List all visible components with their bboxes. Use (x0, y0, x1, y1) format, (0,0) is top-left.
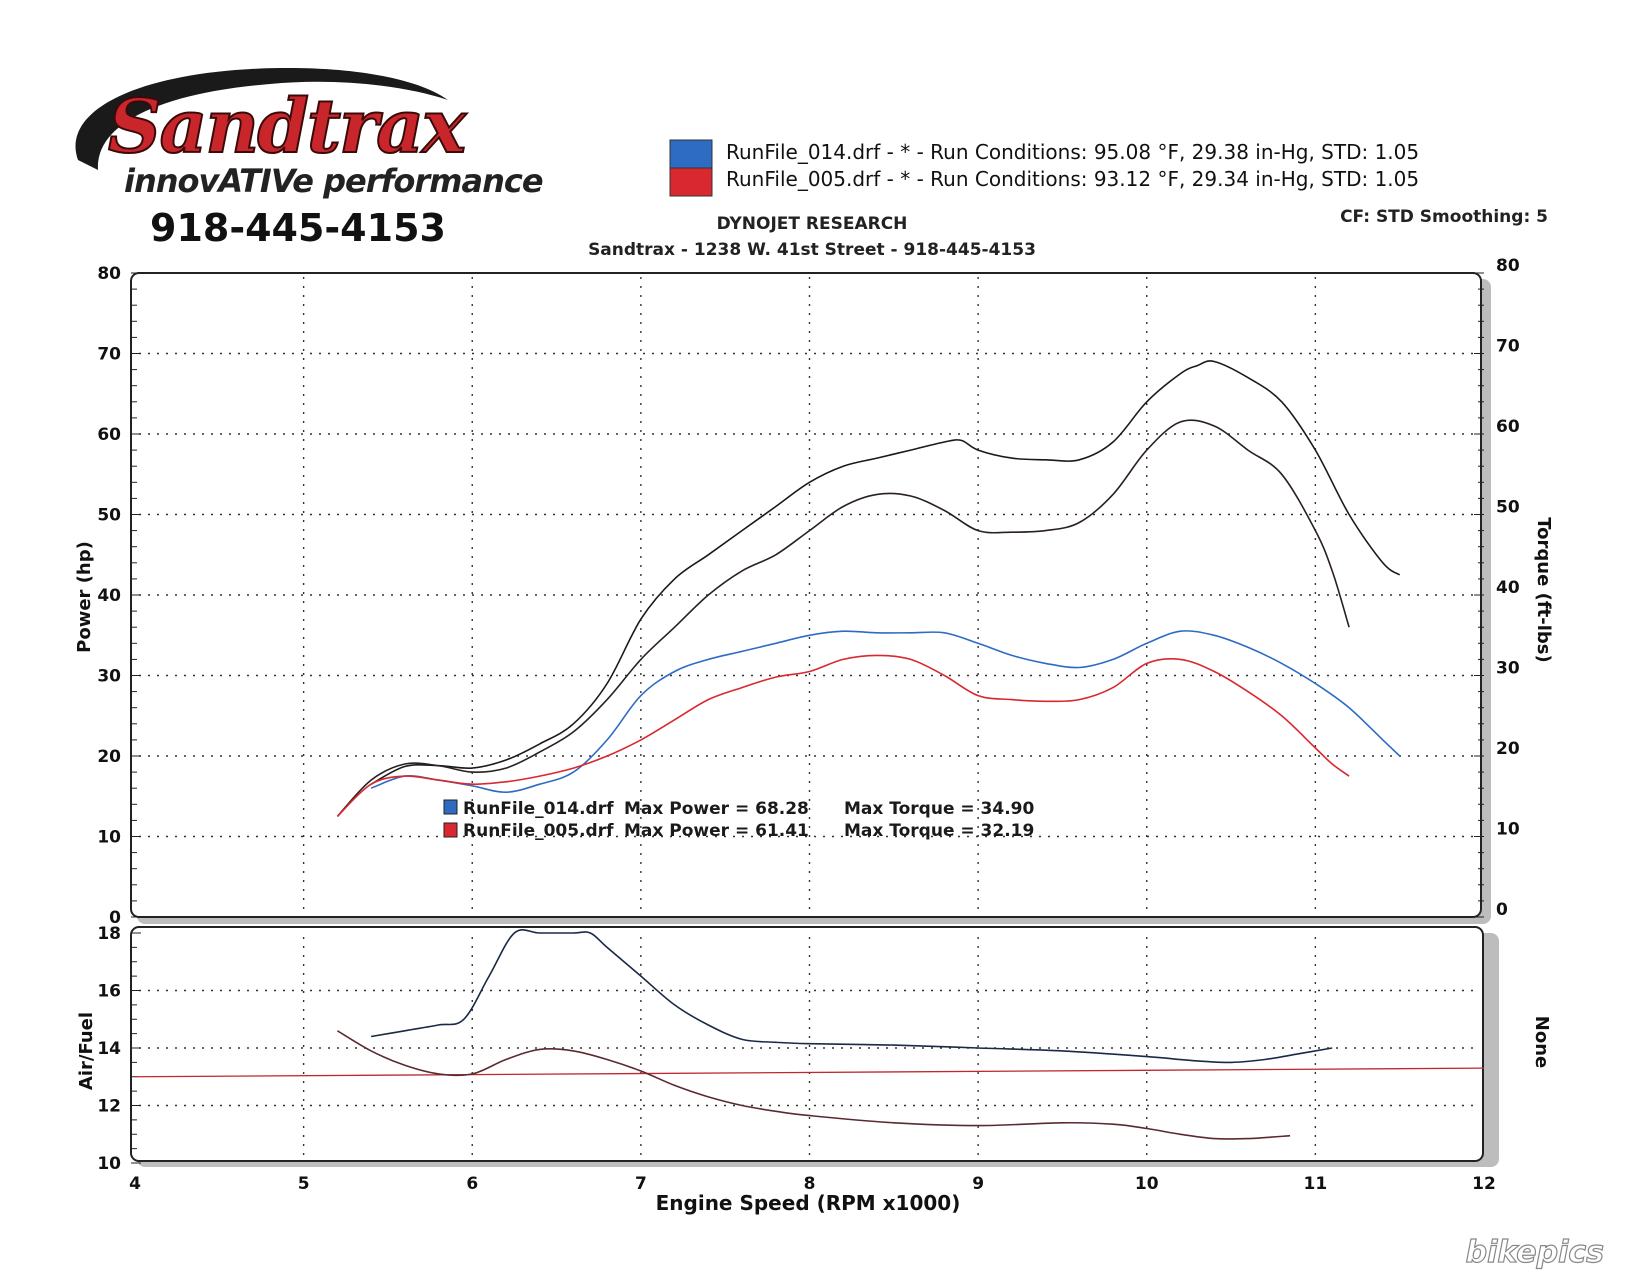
y-right-tick-label: 40 (1496, 578, 1520, 598)
y-right-tick-label: 50 (1496, 498, 1520, 518)
summary-power-014: Max Power = 68.28 (624, 799, 809, 819)
y-tick-label: 70 (97, 345, 121, 365)
cf-smoothing: CF: STD Smoothing: 5 (1340, 207, 1548, 227)
summary-torque-014: Max Torque = 34.90 (844, 799, 1035, 819)
company-address: Sandtrax - 1238 W. 41st Street - 918-445… (588, 240, 1036, 260)
logo-main-text: Sandtrax (108, 84, 467, 170)
y-tick-label: 12 (97, 1097, 121, 1117)
afr-right-axis-label: None (1531, 1016, 1552, 1068)
phone-number: 918-445-4153 (150, 206, 446, 250)
logo-swoosh (75, 67, 448, 170)
torque-axis-label: Torque (ft-lbs) (1533, 517, 1554, 662)
power-line-runfile005drf (336, 419, 1350, 817)
legend-run-005-label: RunFile_005.drf - * - Run Conditions: 93… (726, 167, 1419, 191)
summary-file-005: RunFile_005.drf (463, 821, 614, 841)
afr-chart-ticks: 10 12 14 16 18 4 5 6 7 8 9 10 11 12 (97, 924, 1496, 1194)
power-line-runfile014drf (370, 360, 1401, 785)
power-axis-label: Power (hp) (74, 541, 95, 653)
afr-reference-line (134, 1067, 1485, 1078)
y-tick-label: 50 (97, 506, 121, 526)
y-tick-label: 0 (109, 908, 121, 928)
sandtrax-logo: Sandtrax innovATIVe performance (75, 67, 544, 200)
legend-run-014-label: RunFile_014.drf - * - Run Conditions: 95… (726, 140, 1419, 164)
y-tick-label: 10 (97, 1154, 121, 1174)
x-tick-label: 10 (1135, 1174, 1159, 1194)
y-tick-label: 16 (97, 982, 121, 1002)
x-tick-label: 5 (298, 1174, 310, 1194)
x-axis-label: Engine Speed (RPM x1000) (656, 1191, 961, 1215)
y-tick-label: 10 (97, 828, 121, 848)
power-chart-ticks: 0 10 20 30 40 50 60 70 80 0 10 20 30 40 50 60 70 80 (97, 256, 1520, 928)
summary-power-005: Max Power = 61.41 (624, 821, 809, 841)
summary-file-014: RunFile_014.drf (463, 799, 614, 819)
summary-swatch-005 (443, 822, 458, 838)
y-tick-label: 20 (97, 747, 121, 767)
y-right-tick-label: 60 (1496, 417, 1520, 437)
x-tick-label: 12 (1472, 1174, 1496, 1194)
y-tick-label: 30 (97, 667, 121, 687)
y-right-tick-label: 30 (1496, 659, 1520, 679)
summary-torque-005: Max Torque = 32.19 (844, 821, 1034, 841)
torque-line-runfile005drf (336, 654, 1350, 817)
company-name: DYNOJET RESEARCH (717, 214, 908, 234)
y-right-tick-label: 10 (1496, 820, 1520, 840)
power-chart-series (336, 360, 1401, 817)
y-tick-label: 40 (97, 586, 121, 606)
y-tick-label: 80 (97, 264, 121, 284)
x-tick-label: 6 (466, 1174, 478, 1194)
y-tick-label: 18 (97, 924, 121, 944)
legend-swatch-run-014 (669, 139, 713, 169)
legend-swatch-run-005 (669, 167, 713, 197)
y-tick-label: 60 (97, 425, 121, 445)
y-right-tick-label: 80 (1496, 256, 1520, 276)
x-tick-label: 9 (972, 1174, 984, 1194)
afr-line-runfile014drf (370, 929, 1333, 1064)
x-tick-label: 11 (1304, 1174, 1328, 1194)
x-tick-label: 8 (804, 1174, 816, 1194)
summary-swatch-014 (443, 799, 458, 815)
logo-sub-text: innovATIVe performance (124, 162, 543, 200)
afr-chart-grid (139, 937, 1480, 1161)
torque-line-runfile014drf (370, 630, 1401, 794)
afr-chart-series (134, 929, 1485, 1140)
y-right-tick-label: 0 (1496, 900, 1508, 920)
power-chart-grid (139, 277, 1480, 915)
y-right-tick-label: 70 (1496, 337, 1520, 357)
afr-line-runfile005drf (336, 1030, 1291, 1140)
x-tick-label: 4 (129, 1174, 141, 1194)
x-tick-label: 7 (635, 1174, 647, 1194)
bikepics-watermark: bikepics (1466, 1235, 1604, 1270)
y-tick-label: 14 (97, 1039, 121, 1059)
afr-axis-label: Air/Fuel (76, 1012, 97, 1090)
y-right-tick-label: 20 (1496, 739, 1520, 759)
